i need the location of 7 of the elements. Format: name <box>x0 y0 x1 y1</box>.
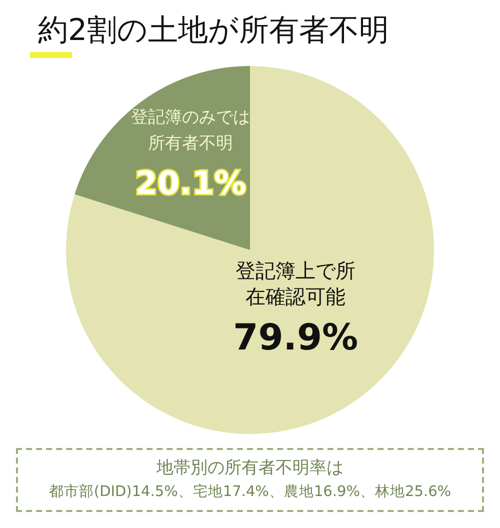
text: 都市部(DID)14.5%、宅地17.4%、農地16.9%、林地25.6% <box>48 482 452 502</box>
text: 地帯別の所有者不明率は <box>156 457 344 480</box>
slice-label: 登記簿上で所在確認可能 <box>236 258 356 309</box>
slice-label: 登記簿のみでは所有者不明 <box>131 107 250 154</box>
data-label: 79.9% <box>233 318 358 359</box>
data-label: 20.1% <box>135 164 246 202</box>
chart-title: 約2割の土地が所有者不明 <box>38 12 390 50</box>
